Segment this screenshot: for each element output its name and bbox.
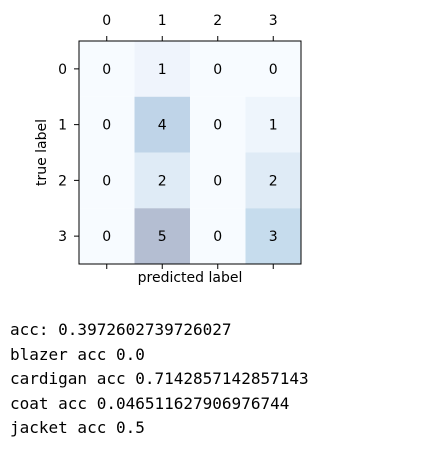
x-axis-label: predicted label [138,270,243,286]
heatmap-cell-r1-c0 [79,96,135,153]
jacket-accuracy-line: jacket acc 0.5 [10,418,145,437]
cell-label-r2-c0: 0 [102,173,111,189]
cell-label-r0-c3: 0 [269,62,278,78]
console-output: acc: 0.3972602739726027 blazer acc 0.0 car… [10,318,309,441]
heatmap-cell-r0-c0 [79,41,135,97]
heatmap-cell-r3-c2 [190,208,246,264]
y-tick-label-1: 1 [58,118,67,134]
cell-label-r1-c2: 0 [213,118,222,134]
heatmap-cell-r0-c3 [245,41,301,97]
blazer-accuracy-line: blazer acc 0.0 [10,344,145,364]
x-tick-label-3: 3 [269,13,278,29]
cell-label-r1-c0: 0 [102,118,111,134]
heatmap-cell-r0-c2 [190,41,246,97]
heatmap-cell-r1-c2 [190,96,246,153]
cell-label-r3-c1: 5 [158,229,167,245]
cell-label-r0-c0: 0 [102,62,111,78]
cell-label-r1-c3: 1 [269,118,278,134]
x-tick-label-1: 1 [158,13,167,29]
cardigan-accuracy-line: cardigan acc 0.7142857142857143 [10,369,309,388]
overall-accuracy-line: acc: 0.3972602739726027 [10,320,232,339]
y-ticks: 0 1 2 3 [58,62,79,245]
cell-label-r2-c1: 2 [158,173,167,189]
heatmap-cell-r2-c2 [190,152,246,209]
coat-accuracy-line: coat acc 0.046511627906976744 [10,393,290,413]
cell-label-r0-c1: 1 [158,62,167,78]
heatmap-cell-r3-c0 [79,208,135,264]
y-axis-label: true label [34,119,50,186]
y-tick-label-3: 3 [58,229,67,245]
cell-label-r3-c3: 3 [269,229,278,245]
heatmap-cell-r2-c3 [245,152,301,209]
cell-label-r2-c3: 2 [269,173,278,189]
heatmap-cell-r1-c3 [245,96,301,153]
heatmap-cells [79,41,301,264]
heatmap-cell-r2-c1 [134,152,190,209]
heatmap-cell-r3-c3 [245,208,301,264]
y-tick-label-2: 2 [58,173,67,189]
heatmap-cell-r3-c1 [134,208,190,264]
cell-label-r3-c0: 0 [102,229,111,245]
x-ticks-bottom [106,264,274,269]
heatmap-cell-r2-c0 [79,152,135,209]
cell-label-r1-c1: 4 [158,118,167,134]
x-ticks-top: 0 1 2 3 [102,13,278,41]
x-tick-label-2: 2 [213,13,222,29]
plot-frame [78,40,302,265]
cell-label-r3-c2: 0 [213,229,222,245]
heatmap-cell-r1-c1 [134,96,190,153]
x-tick-label-0: 0 [102,13,111,29]
heatmap-cell-r0-c1 [134,41,190,97]
cell-value-labels: 0 1 0 0 0 4 0 1 0 2 0 2 0 5 0 3 [102,62,277,245]
cell-label-r0-c2: 0 [213,62,222,78]
confusion-matrix-chart: 0 1 0 0 0 4 0 1 0 2 0 2 0 5 0 3 0 1 2 3 0 1 2 3 predicted lab… [34,13,302,286]
y-tick-label-0: 0 [58,62,67,78]
cell-label-r2-c2: 0 [213,173,222,189]
